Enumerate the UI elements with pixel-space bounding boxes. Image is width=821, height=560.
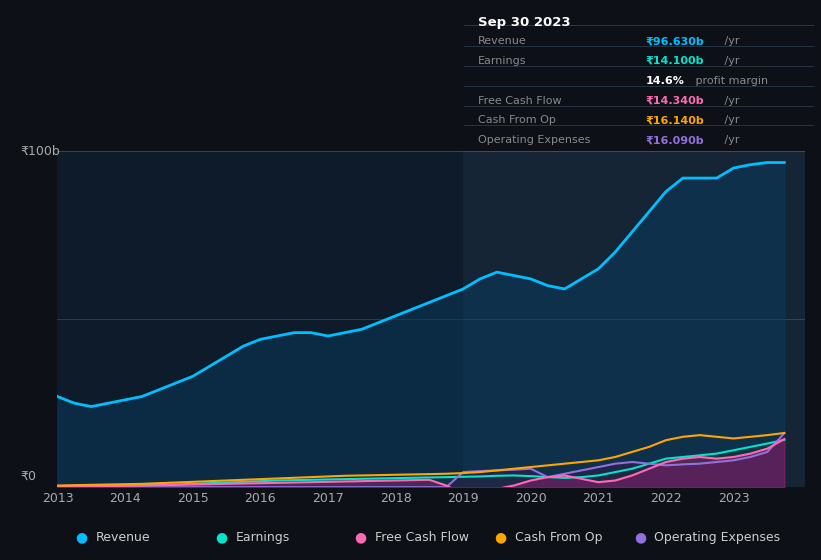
Text: ●: ● — [355, 531, 367, 544]
Text: ₹16.090b: ₹16.090b — [645, 135, 704, 145]
Text: 14.6%: 14.6% — [645, 76, 684, 86]
Text: ₹96.630b: ₹96.630b — [645, 36, 704, 46]
Text: Earnings: Earnings — [236, 531, 290, 544]
Text: ₹14.340b: ₹14.340b — [645, 96, 704, 106]
Bar — [463, 151, 818, 487]
Text: Revenue: Revenue — [96, 531, 151, 544]
Text: /yr: /yr — [721, 135, 739, 145]
Text: Revenue: Revenue — [478, 36, 526, 46]
Text: Operating Expenses: Operating Expenses — [654, 531, 781, 544]
Text: Sep 30 2023: Sep 30 2023 — [478, 16, 571, 30]
Text: /yr: /yr — [721, 96, 739, 106]
Text: profit margin: profit margin — [692, 76, 768, 86]
Text: ₹14.100b: ₹14.100b — [645, 56, 704, 66]
Text: Operating Expenses: Operating Expenses — [478, 135, 590, 145]
Text: ₹16.140b: ₹16.140b — [645, 115, 704, 125]
Text: ₹0: ₹0 — [21, 469, 36, 483]
Text: Free Cash Flow: Free Cash Flow — [375, 531, 469, 544]
Text: ●: ● — [494, 531, 507, 544]
Text: Free Cash Flow: Free Cash Flow — [478, 96, 562, 106]
Text: Cash From Op: Cash From Op — [515, 531, 603, 544]
Text: /yr: /yr — [721, 115, 739, 125]
Text: /yr: /yr — [721, 56, 739, 66]
Text: ●: ● — [634, 531, 646, 544]
Text: ●: ● — [76, 531, 88, 544]
Text: ₹100b: ₹100b — [21, 144, 60, 158]
Text: Earnings: Earnings — [478, 56, 526, 66]
Text: Cash From Op: Cash From Op — [478, 115, 556, 125]
Text: /yr: /yr — [721, 36, 739, 46]
Text: ●: ● — [215, 531, 227, 544]
